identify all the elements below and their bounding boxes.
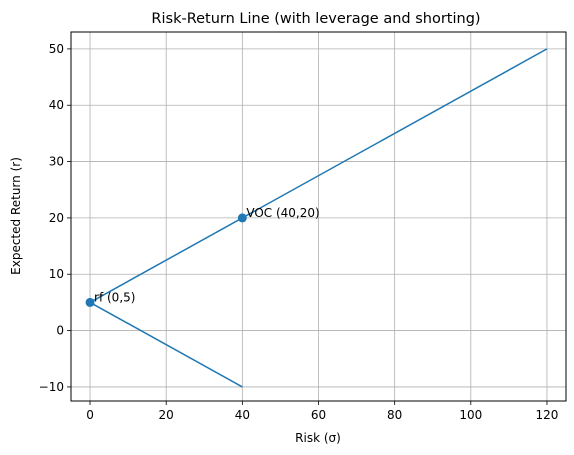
x-axis-label: Risk (σ) — [295, 431, 341, 445]
data-points: rf (0,5) VOC (40,20) — [85, 206, 320, 307]
point-annotation: VOC (40,20) — [246, 206, 319, 220]
y-tick-label: 40 — [49, 98, 64, 112]
series-line-1 — [89, 48, 548, 304]
series-line-2 — [89, 301, 243, 388]
data-point — [237, 213, 247, 223]
point-annotation: rf (0,5) — [94, 290, 135, 304]
series-lines — [89, 48, 548, 388]
y-tick-label: 50 — [49, 42, 64, 56]
x-tick-label: 60 — [311, 408, 326, 422]
x-tick-label: 80 — [387, 408, 402, 422]
grid — [71, 32, 566, 401]
x-axis-ticks: 0 20 40 60 80 100 120 — [86, 401, 558, 422]
y-axis-label: Expected Return (r) — [9, 157, 23, 275]
x-tick-label: 0 — [86, 408, 94, 422]
x-tick-label: 20 — [159, 408, 174, 422]
data-point — [85, 297, 95, 307]
x-tick-label: 100 — [459, 408, 482, 422]
chart-title: Risk-Return Line (with leverage and shor… — [151, 11, 480, 27]
y-tick-label: 30 — [49, 155, 64, 169]
y-tick-label: 10 — [49, 267, 64, 281]
y-tick-label: 20 — [49, 211, 64, 225]
y-tick-label: −10 — [39, 380, 64, 394]
x-tick-label: 40 — [235, 408, 250, 422]
y-tick-label: 0 — [56, 324, 64, 338]
x-tick-label: 120 — [536, 408, 559, 422]
y-axis-ticks: −10 0 10 20 30 40 50 — [39, 42, 71, 394]
